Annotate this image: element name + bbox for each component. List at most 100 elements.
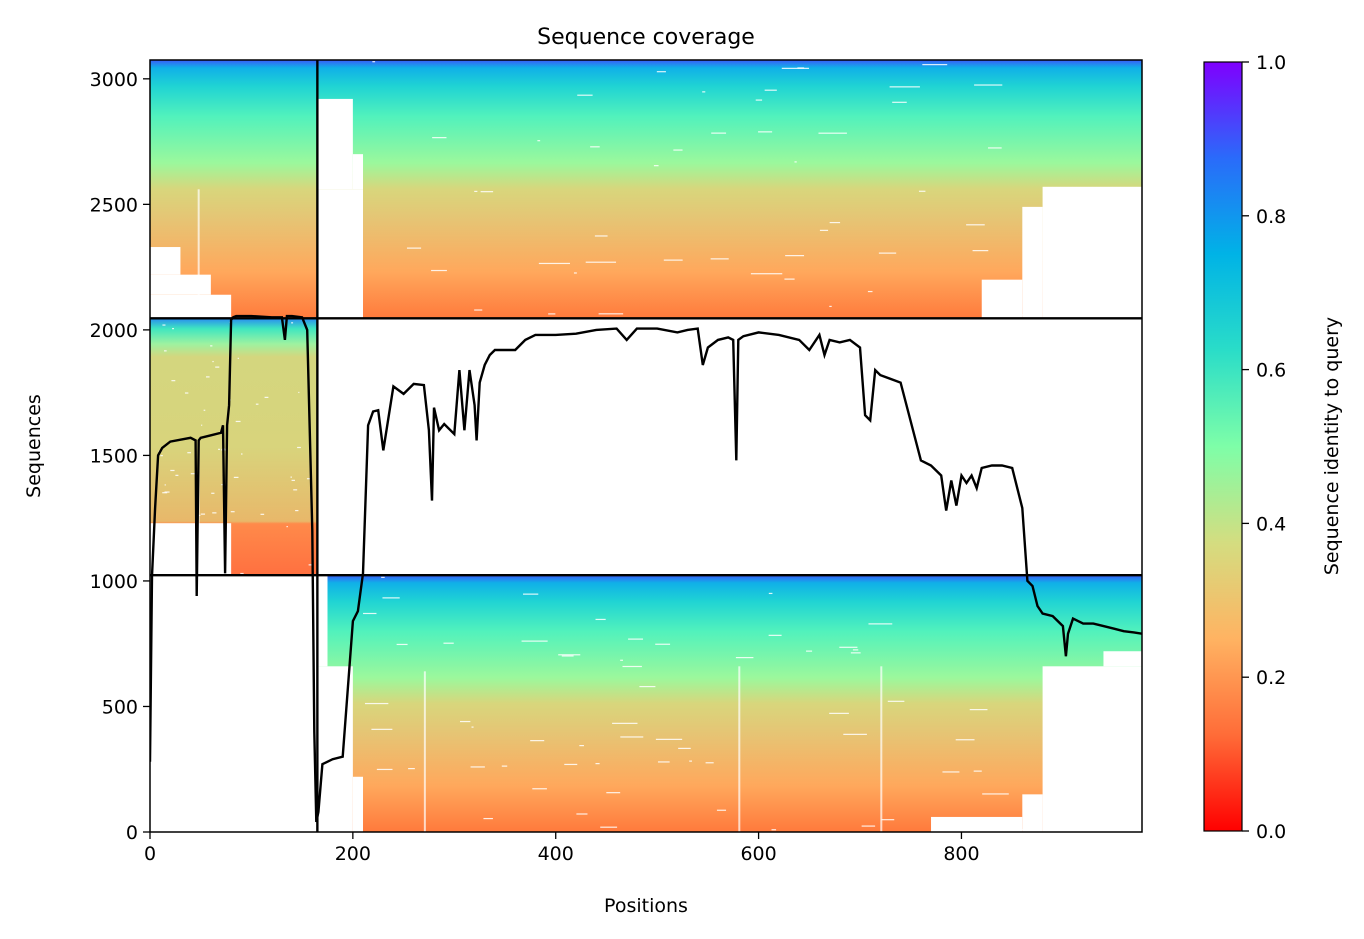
coverage-streak: [291, 322, 294, 324]
coverage-streak: [966, 224, 985, 226]
coverage-streak: [521, 640, 548, 642]
coverage-streak: [880, 666, 883, 832]
coverage-streak: [878, 252, 897, 254]
coverage-streak: [483, 817, 493, 820]
coverage-streak: [785, 255, 805, 257]
coverage-streak: [241, 453, 243, 455]
coverage-streak: [573, 272, 577, 274]
colorbar-axis: 0.0 0.2 0.4 0.6 0.8 1.0: [1242, 52, 1286, 843]
coverage-streak: [298, 391, 300, 394]
coverage-streak: [408, 768, 415, 770]
coverage-streak: [606, 792, 621, 794]
coverage-streak: [768, 634, 782, 636]
coverage-streak: [579, 745, 584, 747]
coverage-streak: [794, 161, 797, 163]
coverage-streak: [530, 740, 545, 742]
coverage-streak: [655, 738, 683, 740]
coverage-streak: [187, 452, 191, 454]
y-axis: 0 500 1000 1500 2000 2500 3000: [90, 69, 150, 844]
coverage-streak: [187, 565, 192, 567]
coverage-streak: [673, 149, 683, 151]
coverage-gap: [317, 98, 353, 190]
coverage-streak: [235, 420, 241, 423]
coverage-streak: [628, 638, 644, 640]
coverage-streak: [653, 165, 659, 167]
x-tick-label: 800: [943, 843, 979, 865]
coverage-streak: [175, 474, 179, 476]
coverage-streak: [639, 685, 656, 688]
coverage-streak: [922, 64, 948, 66]
coverage-streak: [179, 531, 184, 533]
coverage-heatmap: [150, 60, 1142, 832]
coverage-streak: [162, 324, 166, 326]
coverage-streak: [843, 733, 867, 735]
coverage-streak: [501, 765, 508, 767]
coverage-streak: [293, 489, 298, 491]
coverage-streak: [190, 473, 195, 475]
chain-block: [317, 575, 1142, 832]
coverage-streak: [171, 380, 176, 382]
coverage-streak: [474, 309, 483, 311]
coverage-streak: [829, 712, 849, 714]
coverage-streak: [471, 726, 474, 728]
coverage-streak: [160, 455, 163, 457]
coverage-streak: [162, 554, 168, 556]
coverage-streak: [480, 191, 494, 193]
coverage-streak: [710, 258, 729, 260]
coverage-streak: [364, 702, 389, 705]
coverage-streak: [657, 761, 670, 763]
coverage-streak: [818, 132, 847, 134]
coverage-streak: [218, 448, 220, 450]
coverage-streak: [590, 146, 600, 148]
coverage-streak: [230, 511, 235, 513]
coverage-streak: [755, 99, 763, 101]
coverage-streak: [210, 345, 213, 347]
coverage-streak: [564, 763, 578, 766]
coverage-streak: [595, 618, 606, 621]
coverage-streak: [382, 597, 400, 599]
coverage-streak: [212, 360, 214, 363]
coverage-streak: [784, 278, 795, 280]
coverage-streak: [297, 446, 301, 449]
coverage-streak: [363, 612, 377, 615]
x-tick-label: 600: [740, 843, 776, 865]
coverage-streak: [211, 492, 215, 494]
coverage-streak: [881, 819, 895, 821]
coverage-gap: [150, 294, 232, 319]
coverage-streak: [595, 763, 600, 765]
coverage-streak: [612, 722, 638, 724]
y-axis-label: Sequences: [23, 394, 45, 498]
coverage-streak: [240, 572, 244, 575]
coverage-streak: [996, 314, 1026, 316]
coverage-gap: [1042, 186, 1142, 319]
coverage-streak: [806, 650, 813, 652]
coverage-streak: [797, 67, 805, 69]
coverage-streak: [594, 235, 608, 237]
coverage-streak: [678, 747, 691, 750]
coverage-streak: [889, 86, 920, 88]
coverage-streak: [861, 825, 876, 827]
coverage-streak: [212, 512, 217, 514]
coverage-streak: [206, 376, 210, 378]
y-tick-label: 0: [126, 822, 138, 844]
coverage-streak: [620, 736, 644, 738]
coverage-streak: [376, 768, 393, 771]
chart-title: Sequence coverage: [537, 25, 755, 50]
coverage-streak: [758, 131, 773, 133]
coverage-streak: [771, 829, 777, 831]
coverage-streak: [576, 813, 588, 815]
coverage-streak: [850, 652, 861, 654]
y-tick-label: 1500: [90, 445, 138, 467]
coverage-streak: [711, 132, 727, 134]
coverage-streak: [162, 492, 168, 494]
coverage-streak: [600, 826, 618, 828]
coverage-gap: [150, 274, 211, 295]
coverage-gap: [352, 154, 364, 190]
coverage-gap: [150, 247, 181, 275]
coverage-streak: [689, 760, 692, 762]
coverage-gap: [150, 575, 318, 832]
coverage-streak: [538, 262, 570, 265]
coverage-streak: [431, 269, 447, 272]
coverage-streak: [381, 576, 385, 578]
